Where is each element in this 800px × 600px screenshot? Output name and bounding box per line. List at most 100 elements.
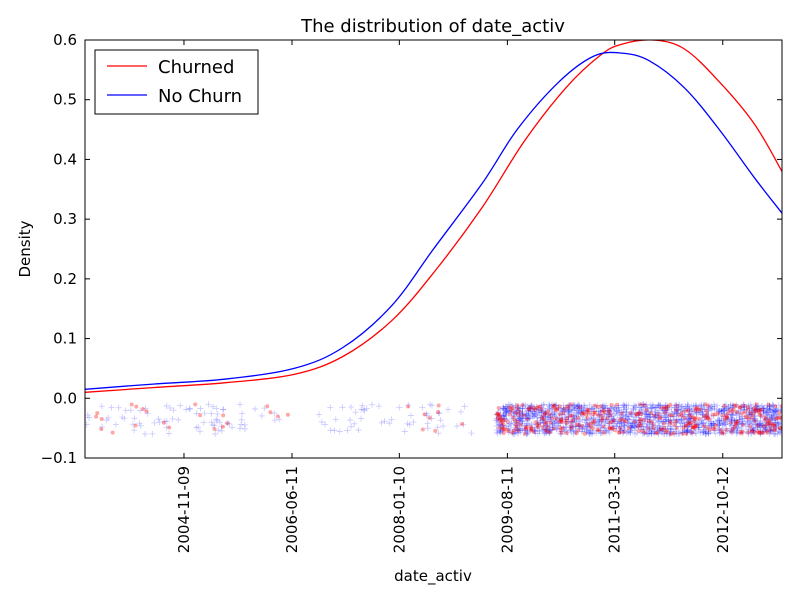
rug-dot xyxy=(529,426,534,431)
rug-dot xyxy=(720,431,725,436)
rug-mark xyxy=(336,428,343,435)
rug-mark xyxy=(716,417,723,424)
rug-dot xyxy=(528,424,533,429)
rug-mark xyxy=(648,430,655,437)
rug-dot xyxy=(750,428,755,433)
rug-mark xyxy=(664,430,671,437)
rug-mark xyxy=(599,417,606,424)
rug-mark xyxy=(684,403,691,410)
rug-dot xyxy=(533,407,538,412)
rug-mark xyxy=(691,421,698,428)
rug-mark xyxy=(503,416,510,423)
rug-mark xyxy=(671,404,678,411)
rug-dot xyxy=(761,424,766,429)
rug-dot xyxy=(752,430,757,435)
rug-mark xyxy=(743,428,750,435)
rug-mark xyxy=(775,423,782,430)
rug-mark xyxy=(513,427,520,434)
rug-dot xyxy=(724,427,729,432)
rug-mark xyxy=(712,418,719,425)
rug-dot xyxy=(496,405,501,410)
rug-mark xyxy=(720,413,727,420)
rug-mark xyxy=(540,420,547,427)
rug-mark xyxy=(702,422,709,429)
rug-mark xyxy=(766,402,773,409)
rug-mark xyxy=(517,415,524,422)
rug-dot xyxy=(499,421,504,426)
rug-mark xyxy=(745,411,752,418)
rug-mark xyxy=(200,419,207,426)
rug-mark xyxy=(675,416,682,423)
rug-dot xyxy=(768,421,773,426)
rug-mark xyxy=(556,414,563,421)
rug-mark xyxy=(526,405,533,412)
rug-mark xyxy=(744,421,751,428)
rug-mark xyxy=(620,406,627,413)
rug-mark xyxy=(752,408,759,415)
rug-mark xyxy=(627,420,634,427)
rug-mark xyxy=(774,407,781,414)
rug-mark xyxy=(722,421,729,428)
rug-mark xyxy=(586,423,593,430)
rug-mark xyxy=(565,418,572,425)
rug-dot xyxy=(564,421,569,426)
rug-mark xyxy=(507,426,514,433)
rug-dot xyxy=(198,413,203,418)
rug-mark xyxy=(652,409,659,416)
rug-dot xyxy=(550,416,555,421)
rug-dot xyxy=(614,402,619,407)
rug-dot xyxy=(766,402,771,407)
rug-mark xyxy=(503,407,510,414)
rug-mark xyxy=(530,420,537,427)
rug-mark xyxy=(512,426,519,433)
rug-dot xyxy=(692,417,697,422)
rug-mark xyxy=(544,405,551,412)
rug-mark xyxy=(522,412,529,419)
rug-mark xyxy=(621,403,628,410)
rug-mark xyxy=(667,413,674,420)
rug-mark xyxy=(510,411,517,418)
rug-dot xyxy=(676,413,681,418)
rug-mark xyxy=(654,426,661,433)
rug-dot xyxy=(531,429,536,434)
rug-mark xyxy=(686,405,693,412)
rug-mark xyxy=(733,401,740,408)
rug-dot xyxy=(574,422,579,427)
rug-mark xyxy=(339,404,346,411)
rug-dot xyxy=(134,404,139,409)
rug-mark xyxy=(674,418,681,425)
rug-mark xyxy=(344,427,351,434)
rug-mark xyxy=(670,416,677,423)
rug-dot xyxy=(623,419,628,424)
rug-mark xyxy=(758,403,765,410)
rug-no-churn xyxy=(316,401,475,437)
rug-dot xyxy=(756,429,761,434)
rug-mark xyxy=(524,407,531,414)
rug-mark xyxy=(534,421,541,428)
rug-mark xyxy=(773,412,780,419)
rug-mark xyxy=(711,403,718,410)
rug-mark xyxy=(751,429,758,436)
rug-mark xyxy=(772,416,779,423)
rug-dot xyxy=(285,412,290,417)
rug-dot xyxy=(599,403,604,408)
rug-mark xyxy=(753,406,760,413)
rug-mark xyxy=(688,415,695,422)
rug-mark xyxy=(544,423,551,430)
rug-mark xyxy=(549,424,556,431)
rug-mark xyxy=(542,422,549,429)
rug-mark xyxy=(571,402,578,409)
rug-dot xyxy=(496,412,501,417)
rug-dot xyxy=(644,407,649,412)
rug-mark xyxy=(540,419,547,426)
rug-mark xyxy=(502,403,509,410)
rug-dot xyxy=(704,416,709,421)
rug-mark xyxy=(663,430,670,437)
rug-mark xyxy=(115,404,122,411)
rug-mark xyxy=(652,414,659,421)
rug-mark xyxy=(229,424,236,431)
rug-mark xyxy=(734,427,741,434)
rug-dot xyxy=(576,422,581,427)
rug-dot xyxy=(720,430,725,435)
